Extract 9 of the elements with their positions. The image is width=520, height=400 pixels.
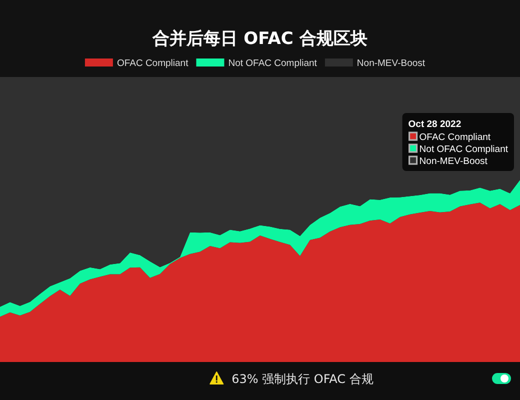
legend-label: OFAC Compliant (116, 58, 188, 69)
legend-label: Non-MEV-Boost (356, 58, 426, 69)
legend-label: Not OFAC Compliant (228, 58, 317, 69)
tooltip-label: Non-MEV-Boost (419, 156, 488, 167)
tooltip-label: OFAC Compliant (419, 132, 491, 143)
tooltip-label: Not OFAC Compliant (419, 144, 508, 155)
chart-title: 合并后每日 OFAC 合规区块 (152, 29, 368, 49)
annotation: Oct 28 2022 (408, 119, 462, 130)
annotation: 63% 强制执行 OFAC 合规 (232, 372, 374, 386)
